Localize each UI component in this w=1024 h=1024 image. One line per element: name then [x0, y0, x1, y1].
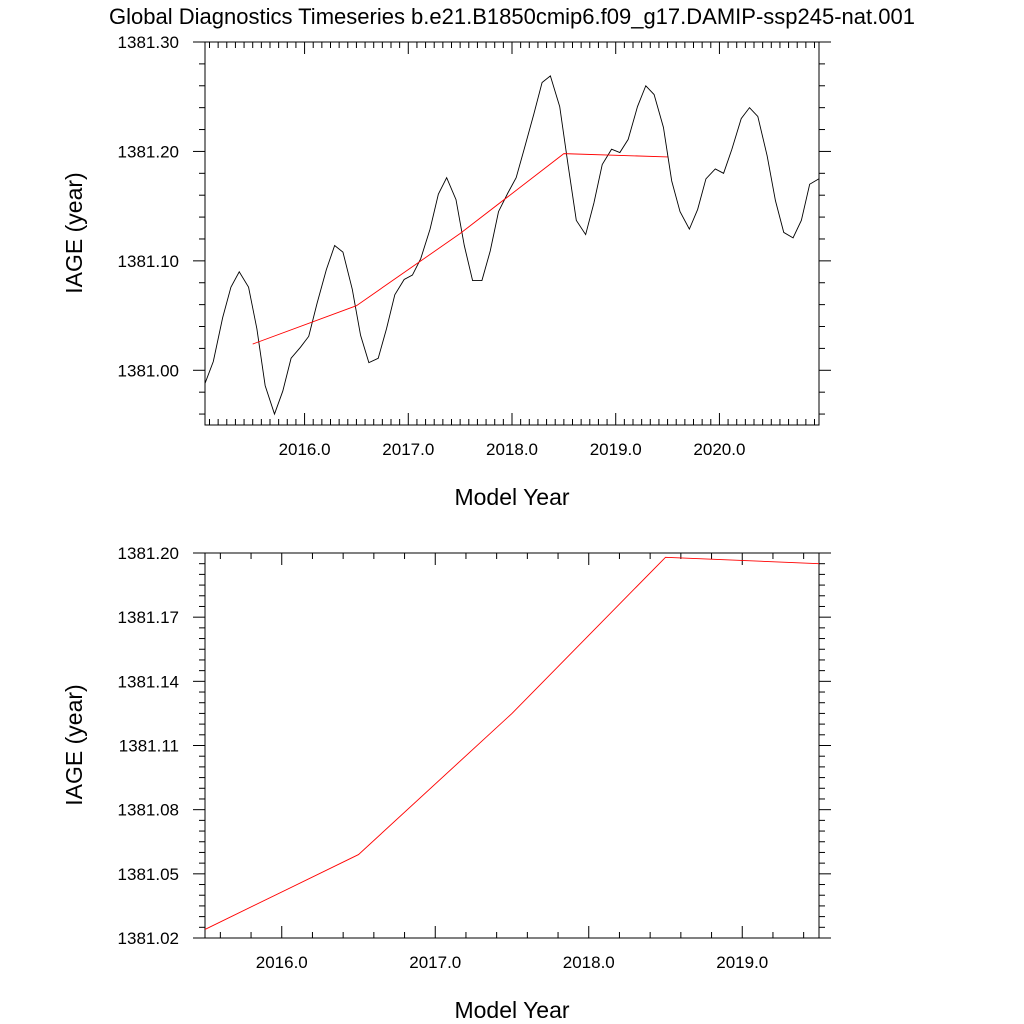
- y-tick-label: 1381.17: [118, 608, 179, 627]
- y-tick-label: 1381.20: [118, 544, 179, 563]
- y-tick-label: 1381.05: [118, 865, 179, 884]
- x-tick-label: 2018.0: [486, 440, 538, 459]
- y-tick-label: 1381.02: [118, 929, 179, 948]
- bottom-plot-frame: [204, 552, 820, 939]
- x-tick-label: 2017.0: [382, 440, 434, 459]
- top-x-tick-labels: 2016.0 2017.0 2018.0 2019.0 2020.0: [279, 440, 746, 459]
- x-tick-label: 2016.0: [256, 953, 308, 972]
- chart-title: Global Diagnostics Timeseries b.e21.B185…: [109, 4, 915, 29]
- x-tick-label: 2017.0: [409, 953, 461, 972]
- y-tick-label: 1381.30: [118, 33, 179, 52]
- x-tick-label: 2018.0: [563, 953, 615, 972]
- bottom-x-axis-label: Model Year: [454, 997, 569, 1023]
- top-plot-frame: [204, 41, 820, 426]
- x-tick-label: 2016.0: [279, 440, 331, 459]
- top-x-axis-label: Model Year: [454, 484, 569, 510]
- x-tick-label: 2020.0: [693, 440, 745, 459]
- bottom-series: [204, 556, 820, 930]
- top-ticks: [193, 41, 831, 425]
- bottom-y-tick-labels: 1381.02 1381.05 1381.08 1381.11 1381.14 1381.…: [118, 544, 179, 948]
- y-tick-label: 1381.10: [118, 252, 179, 271]
- top-panel: 2016.0 2017.0 2018.0 2019.0 2020.0 1381.0013…: [61, 33, 831, 510]
- bottom-x-tick-labels: 2016.0 2017.0 2018.0 2019.0: [256, 953, 769, 972]
- x-tick-label: 2019.0: [716, 953, 768, 972]
- y-tick-label: 1381.14: [118, 672, 179, 691]
- series-line-red: [252, 153, 668, 345]
- top-series: [204, 75, 820, 416]
- y-tick-label: 1381.11: [119, 737, 179, 756]
- top-y-axis-label: IAGE (year): [61, 172, 87, 293]
- series-line-black: [204, 75, 820, 416]
- bottom-ticks: [193, 552, 831, 939]
- bottom-y-axis-label: IAGE (year): [61, 684, 87, 805]
- y-tick-label: 1381.00: [118, 361, 179, 380]
- y-tick-label: 1381.08: [118, 801, 179, 820]
- y-tick-label: 1381.20: [118, 142, 179, 161]
- series-line-red: [204, 556, 820, 930]
- bottom-panel: 2016.0 2017.0 2018.0 2019.0 1381.021381.051…: [61, 544, 831, 1023]
- x-tick-label: 2019.0: [590, 440, 642, 459]
- top-y-tick-labels: 1381.00 1381.10 1381.20 1381.30: [118, 33, 179, 380]
